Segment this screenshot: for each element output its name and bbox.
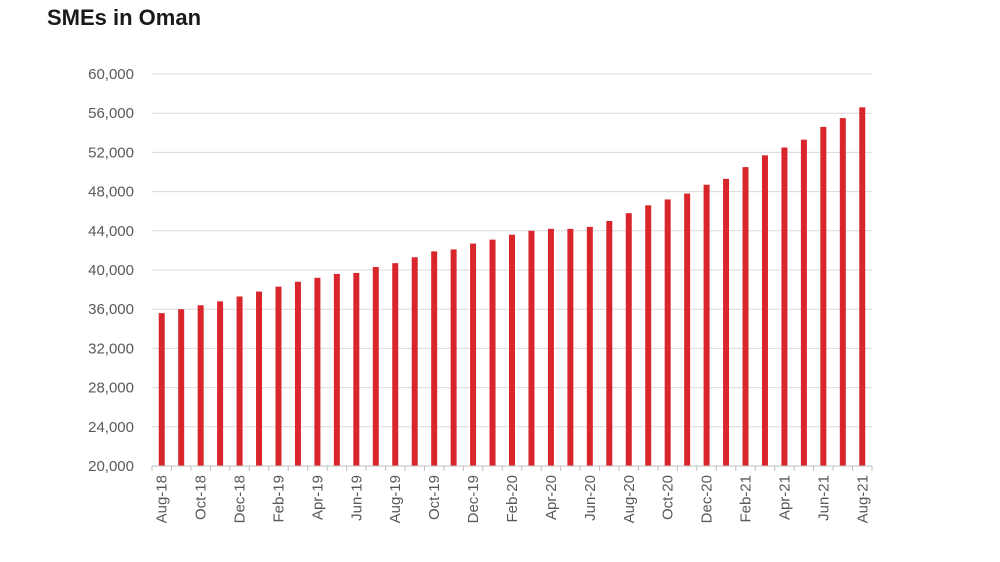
x-tick-label: Apr-19: [309, 475, 326, 520]
x-tick-label: Aug-21: [854, 475, 871, 523]
x-tick-label: Apr-21: [776, 475, 793, 520]
bar: [567, 228, 574, 466]
bar: [781, 147, 788, 466]
bar: [645, 205, 652, 466]
bar: [470, 243, 477, 466]
x-tick-label: Oct-18: [193, 475, 210, 520]
y-tick-label: 32,000: [88, 340, 134, 357]
x-tick-label: Jun-21: [815, 475, 832, 521]
bar: [586, 226, 593, 466]
bar: [353, 272, 360, 466]
x-tick-label: Oct-19: [426, 475, 443, 520]
x-tick-label: Feb-21: [738, 475, 755, 523]
x-tick-label: Dec-18: [232, 475, 249, 523]
y-tick-label: 48,000: [88, 184, 134, 201]
x-tick-label: Aug-18: [154, 475, 171, 523]
x-tick-label: Jun-20: [582, 475, 599, 521]
x-tick-label: Oct-20: [660, 475, 677, 520]
bar: [431, 251, 438, 466]
bar: [664, 199, 671, 466]
bar: [547, 228, 554, 466]
x-tick-label: Feb-19: [270, 475, 287, 523]
bar: [372, 267, 379, 466]
y-axis: 20,000 24,000 28,000 32,000 36,000 40,000 44,0…: [88, 66, 134, 475]
x-tick-label: Dec-19: [465, 475, 482, 523]
bar: [820, 126, 827, 467]
bar: [158, 313, 165, 466]
x-tick-label: Dec-20: [699, 475, 716, 523]
bar: [528, 230, 535, 466]
bar: [236, 296, 243, 466]
bar: [333, 273, 340, 466]
bar: [294, 281, 301, 466]
bar: [489, 239, 496, 466]
bar: [723, 178, 730, 467]
bar: [217, 301, 224, 466]
x-tick-label: Jun-19: [348, 475, 365, 521]
y-tick-label: 40,000: [88, 262, 134, 279]
bar: [839, 118, 846, 466]
bar: [178, 309, 185, 466]
bars: [158, 107, 866, 467]
bar: [800, 139, 807, 466]
bar: [256, 291, 263, 466]
x-tick-label: Feb-20: [504, 475, 521, 523]
bar: [761, 155, 768, 466]
x-tick-label: Aug-19: [387, 475, 404, 523]
bar: [625, 213, 632, 466]
x-tick-label: Apr-20: [543, 475, 560, 520]
y-tick-label: 36,000: [88, 301, 134, 318]
y-tick-label: 20,000: [88, 458, 134, 475]
y-tick-label: 56,000: [88, 105, 134, 122]
bar: [509, 234, 515, 466]
bar: [197, 305, 204, 466]
bar: [392, 263, 399, 466]
bar: [314, 277, 321, 466]
bar: [411, 257, 418, 466]
bar: [742, 167, 749, 466]
x-tick-label: Aug-20: [621, 475, 638, 523]
bar: [275, 286, 282, 466]
y-tick-label: 52,000: [88, 144, 134, 161]
bar: [606, 221, 613, 466]
y-tick-label: 44,000: [88, 223, 134, 240]
bar: [684, 193, 691, 466]
y-tick-label: 28,000: [88, 380, 134, 397]
chart-title: SMEs in Oman: [47, 5, 202, 30]
x-axis: Aug-18 Oct-18 Dec-18 Feb-19 Apr-19 Jun-19 Aug-…: [151, 465, 873, 523]
bar: [450, 249, 457, 466]
y-tick-label: 60,000: [88, 66, 134, 83]
bar: [703, 184, 710, 467]
bar: [859, 107, 866, 466]
y-tick-label: 24,000: [88, 419, 134, 436]
